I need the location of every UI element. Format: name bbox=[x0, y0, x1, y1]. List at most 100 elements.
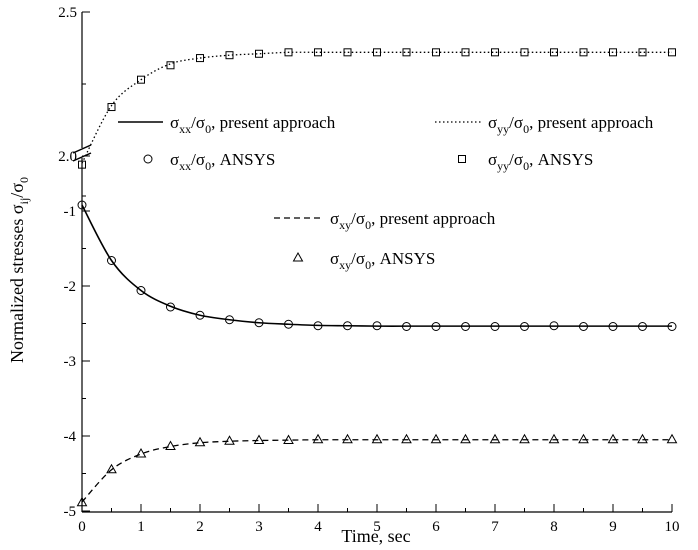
data-point-triangle bbox=[460, 433, 471, 444]
data-point-triangle bbox=[253, 434, 265, 444]
legend-label-xy-ansys: σxy/σ0, ANSYS bbox=[330, 249, 435, 272]
data-point-square bbox=[137, 75, 145, 84]
legend-label-xx-ansys: σxx/σ0, ANSYS bbox=[170, 150, 275, 173]
data-point-triangle bbox=[430, 433, 442, 444]
data-point-triangle bbox=[548, 433, 560, 444]
data-point-square bbox=[78, 160, 86, 169]
series-line bbox=[81, 439, 672, 503]
data-point-circle bbox=[372, 321, 382, 331]
legend-label-yy-ansys: σyy/σ0, ANSYS bbox=[488, 150, 593, 173]
x-tick-label: 5 bbox=[373, 519, 381, 535]
legend-label-xx-line: σxx/σ0, present approach bbox=[170, 113, 336, 136]
data-point-square bbox=[314, 48, 322, 57]
data-point-triangle bbox=[607, 433, 619, 444]
legend-symbol-xx-ansys bbox=[143, 154, 153, 164]
data-point-square bbox=[343, 48, 352, 57]
data-point-square bbox=[402, 48, 411, 57]
y-tick-label: 2.0 bbox=[58, 149, 77, 165]
legend-symbol-xy-ansys bbox=[292, 251, 304, 262]
data-point-triangle bbox=[401, 433, 412, 444]
data-point-triangle bbox=[666, 433, 678, 444]
y-tick-label: -2 bbox=[64, 279, 77, 295]
x-axis-title: Time, sec bbox=[341, 526, 410, 546]
axis-break-mark bbox=[72, 144, 92, 154]
data-point-triangle bbox=[489, 433, 501, 444]
x-tick-label: 0 bbox=[78, 519, 86, 535]
data-point-square bbox=[107, 103, 116, 112]
x-tick-label: 7 bbox=[491, 519, 499, 535]
series-line bbox=[81, 51, 672, 164]
x-tick-label: 2 bbox=[196, 519, 204, 535]
y-tick-label: -3 bbox=[64, 354, 77, 370]
data-point-square bbox=[196, 54, 204, 63]
data-point-circle bbox=[313, 321, 323, 331]
data-point-circle bbox=[608, 322, 618, 331]
data-point-circle bbox=[77, 200, 87, 210]
data-point-triangle bbox=[283, 434, 294, 444]
axis-break-mark bbox=[72, 152, 92, 162]
y-axis-title: Normalized stresses σij/σ0 bbox=[7, 177, 31, 363]
x-tick-label: 6 bbox=[432, 519, 440, 535]
data-point-circle bbox=[667, 322, 677, 331]
data-point-square bbox=[166, 61, 175, 70]
data-point-circle bbox=[166, 302, 175, 312]
data-point-square bbox=[461, 48, 470, 57]
ticks: 0 1 2 3 4 5 6 7 8 9 10 2.0 2.5 -1 -2 -3 -4 -5 bbox=[58, 5, 679, 535]
data-point-circle bbox=[549, 321, 559, 331]
legend-symbol-yy-ansys bbox=[458, 155, 466, 163]
x-tick-label: 1 bbox=[137, 519, 145, 535]
data-point-square bbox=[638, 48, 647, 57]
data-point-circle bbox=[431, 322, 441, 331]
y-tick-label: -4 bbox=[64, 429, 77, 445]
data-point-square bbox=[373, 48, 381, 57]
data-point-circle bbox=[254, 318, 264, 328]
data-point-circle bbox=[638, 322, 647, 331]
legend-label-yy-line: σyy/σ0, present approach bbox=[488, 113, 654, 136]
series-2 bbox=[81, 51, 672, 164]
data-point-triangle bbox=[194, 436, 206, 447]
data-point-square bbox=[550, 48, 558, 57]
data-point-circle bbox=[520, 322, 529, 331]
y-axis-title-mid: /σ bbox=[7, 183, 27, 198]
data-point-triangle bbox=[106, 463, 117, 474]
data-point-triangle bbox=[637, 433, 648, 444]
data-point-triangle bbox=[312, 433, 324, 444]
data-point-triangle bbox=[578, 433, 589, 444]
x-tick-label: 10 bbox=[665, 519, 680, 535]
series-5 bbox=[76, 433, 678, 507]
data-point-square bbox=[284, 48, 293, 57]
data-point-square bbox=[255, 49, 263, 58]
y-tick-label: 2.5 bbox=[58, 5, 77, 21]
y-axis-title-sub: ij bbox=[17, 198, 31, 205]
data-point-square bbox=[579, 48, 588, 57]
series-3 bbox=[78, 48, 676, 169]
data-point-triangle bbox=[135, 447, 147, 458]
y-axis-title-sub2: 0 bbox=[17, 177, 31, 183]
data-point-triangle bbox=[76, 496, 88, 507]
data-point-square bbox=[491, 48, 499, 57]
data-point-square bbox=[225, 51, 234, 60]
y-axis-title-main: Normalized stresses σ bbox=[7, 204, 27, 363]
x-tick-label: 3 bbox=[255, 519, 263, 535]
data-point-circle bbox=[107, 256, 116, 265]
x-tick-label: 9 bbox=[609, 519, 617, 535]
x-tick-label: 8 bbox=[550, 519, 558, 535]
legend-label-xy-line: σxy/σ0, present approach bbox=[330, 209, 496, 232]
series-4 bbox=[81, 439, 672, 503]
data-point-triangle bbox=[342, 433, 353, 444]
data-point-circle bbox=[402, 322, 411, 331]
data-point-circle bbox=[284, 319, 293, 329]
series-0 bbox=[81, 204, 672, 327]
data-point-square bbox=[432, 48, 440, 57]
data-point-circle bbox=[490, 322, 500, 331]
data-point-circle bbox=[461, 322, 470, 331]
data-point-circle bbox=[343, 321, 352, 331]
data-point-circle bbox=[225, 315, 234, 325]
data-point-triangle bbox=[519, 433, 530, 444]
data-point-circle bbox=[579, 322, 588, 331]
data-point-circle bbox=[195, 310, 205, 320]
data-point-triangle bbox=[165, 440, 176, 450]
series-line bbox=[81, 204, 672, 327]
data-point-circle bbox=[136, 286, 146, 295]
